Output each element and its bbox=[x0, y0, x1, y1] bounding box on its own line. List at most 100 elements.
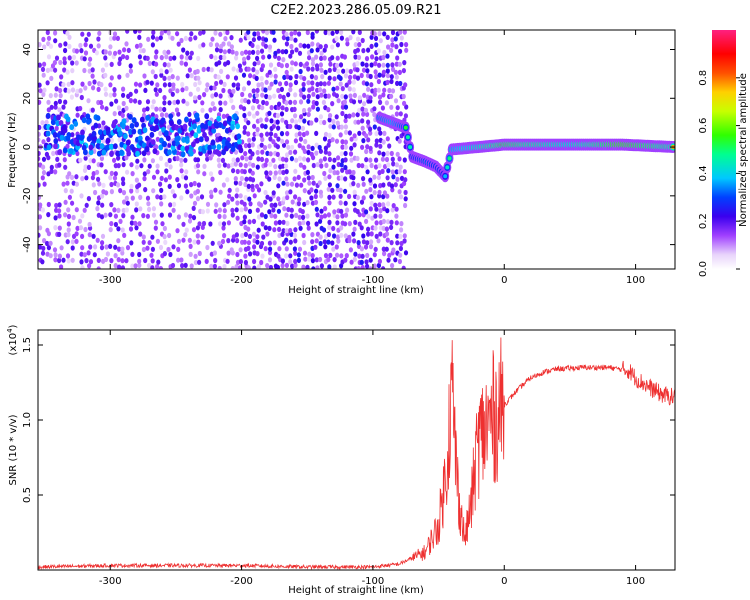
heatmap-cell bbox=[176, 111, 181, 117]
heatmap-cell bbox=[323, 43, 328, 49]
heatmap-cell bbox=[273, 170, 278, 176]
heatmap-cell bbox=[399, 175, 405, 181]
heatmap-cell bbox=[267, 257, 273, 263]
heatmap-cell bbox=[108, 175, 113, 181]
heatmap-cell bbox=[112, 111, 117, 117]
heatmap-cell bbox=[147, 163, 152, 169]
heatmap-cell bbox=[191, 205, 196, 211]
heatmap-cell bbox=[288, 99, 293, 105]
heatmap-cell bbox=[390, 66, 396, 72]
heatmap-cell bbox=[292, 246, 297, 252]
heatmap-cell bbox=[164, 54, 169, 60]
heatmap-cell bbox=[207, 144, 213, 151]
heatmap-cell bbox=[166, 30, 171, 36]
heatmap-cell bbox=[88, 244, 93, 250]
heatmap-cell bbox=[356, 162, 361, 169]
heatmap-cell bbox=[86, 250, 91, 256]
heatmap-cell bbox=[282, 206, 287, 212]
heatmap-cell bbox=[276, 136, 281, 142]
heatmap-cell bbox=[254, 183, 260, 189]
heatmap-cell bbox=[340, 139, 345, 145]
heatmap-cell bbox=[117, 49, 122, 55]
heatmap-cell bbox=[227, 187, 232, 193]
heatmap-cell bbox=[242, 129, 247, 135]
heatmap-cell bbox=[225, 258, 230, 264]
heatmap-cell bbox=[49, 104, 54, 110]
heatmap-cell bbox=[130, 214, 135, 220]
heatmap-cell bbox=[184, 85, 189, 92]
heatmap-cell bbox=[343, 73, 349, 79]
heatmap-cell bbox=[310, 145, 315, 151]
heatmap-cell bbox=[255, 149, 260, 156]
heatmap-cell bbox=[373, 213, 378, 219]
heatmap-cell bbox=[398, 30, 403, 35]
heatmap-cell bbox=[105, 137, 111, 144]
heatmap-cell bbox=[167, 157, 172, 164]
heatmap-cell bbox=[158, 194, 163, 201]
heatmap-cell bbox=[356, 182, 361, 188]
heatmap-cell bbox=[309, 151, 314, 157]
heatmap-cell bbox=[347, 79, 352, 85]
heatmap-cell bbox=[353, 219, 358, 225]
heatmap-cell bbox=[121, 190, 127, 196]
heatmap-cell bbox=[95, 115, 101, 122]
heatmap-cell bbox=[235, 215, 240, 221]
heatmap-cell bbox=[332, 170, 337, 176]
heatmap-cell bbox=[142, 107, 147, 113]
heatmap-cell bbox=[336, 98, 341, 104]
heatmap-cell bbox=[311, 162, 316, 169]
heatmap-cell bbox=[251, 136, 256, 142]
heatmap-cell bbox=[78, 225, 84, 231]
heatmap-cell bbox=[288, 149, 293, 155]
heatmap-cell bbox=[391, 247, 396, 253]
heatmap-cell bbox=[116, 207, 121, 213]
heatmap-cell bbox=[297, 155, 303, 161]
heatmap-cell bbox=[259, 132, 264, 138]
heatmap-cell bbox=[121, 54, 126, 60]
heatmap-cell bbox=[151, 206, 156, 212]
heatmap-cell bbox=[281, 94, 286, 100]
heatmap-cell bbox=[298, 225, 303, 231]
heatmap-cell bbox=[227, 115, 232, 122]
heatmap-cell bbox=[172, 99, 177, 106]
heatmap-cell bbox=[82, 67, 87, 74]
heatmap-cell bbox=[331, 194, 336, 200]
heatmap-cell bbox=[339, 124, 344, 130]
heatmap-cell bbox=[53, 215, 58, 221]
heatmap-cell bbox=[306, 149, 311, 156]
heatmap-cell bbox=[52, 132, 58, 138]
heatmap-cell bbox=[54, 125, 59, 131]
heatmap-cell bbox=[42, 44, 47, 50]
heatmap-cell bbox=[394, 162, 399, 168]
heatmap-cell bbox=[293, 262, 298, 268]
heatmap-cell bbox=[242, 239, 247, 245]
heatmap-cell bbox=[305, 130, 310, 136]
heatmap-cell bbox=[351, 87, 356, 93]
heatmap-cell bbox=[73, 120, 79, 127]
heatmap-cell bbox=[373, 35, 379, 42]
heatmap-cell bbox=[368, 126, 373, 132]
heatmap-cell bbox=[366, 119, 371, 125]
heatmap-cell bbox=[162, 194, 167, 200]
heatmap-cell bbox=[113, 50, 118, 56]
heatmap-cell bbox=[206, 66, 211, 72]
heatmap-cell bbox=[340, 104, 345, 110]
heatmap-cell bbox=[264, 93, 269, 100]
heatmap-cell bbox=[269, 81, 274, 87]
heatmap-cell bbox=[88, 158, 93, 164]
heatmap-cell bbox=[209, 53, 214, 60]
heatmap-cell bbox=[360, 163, 365, 169]
heatmap-cell bbox=[301, 86, 306, 92]
heatmap-cell bbox=[343, 124, 348, 130]
heatmap-cell bbox=[394, 74, 399, 80]
heatmap-cell bbox=[364, 148, 369, 155]
heatmap-cell bbox=[53, 252, 58, 258]
heatmap-cell bbox=[175, 99, 180, 105]
heatmap-cell bbox=[74, 207, 79, 213]
heatmap-cell bbox=[218, 100, 223, 106]
heatmap-cell bbox=[125, 30, 130, 34]
heatmap-cell bbox=[290, 199, 295, 205]
heatmap-cell bbox=[302, 107, 307, 114]
heatmap-cell bbox=[276, 87, 281, 94]
heatmap-cell bbox=[177, 238, 182, 244]
